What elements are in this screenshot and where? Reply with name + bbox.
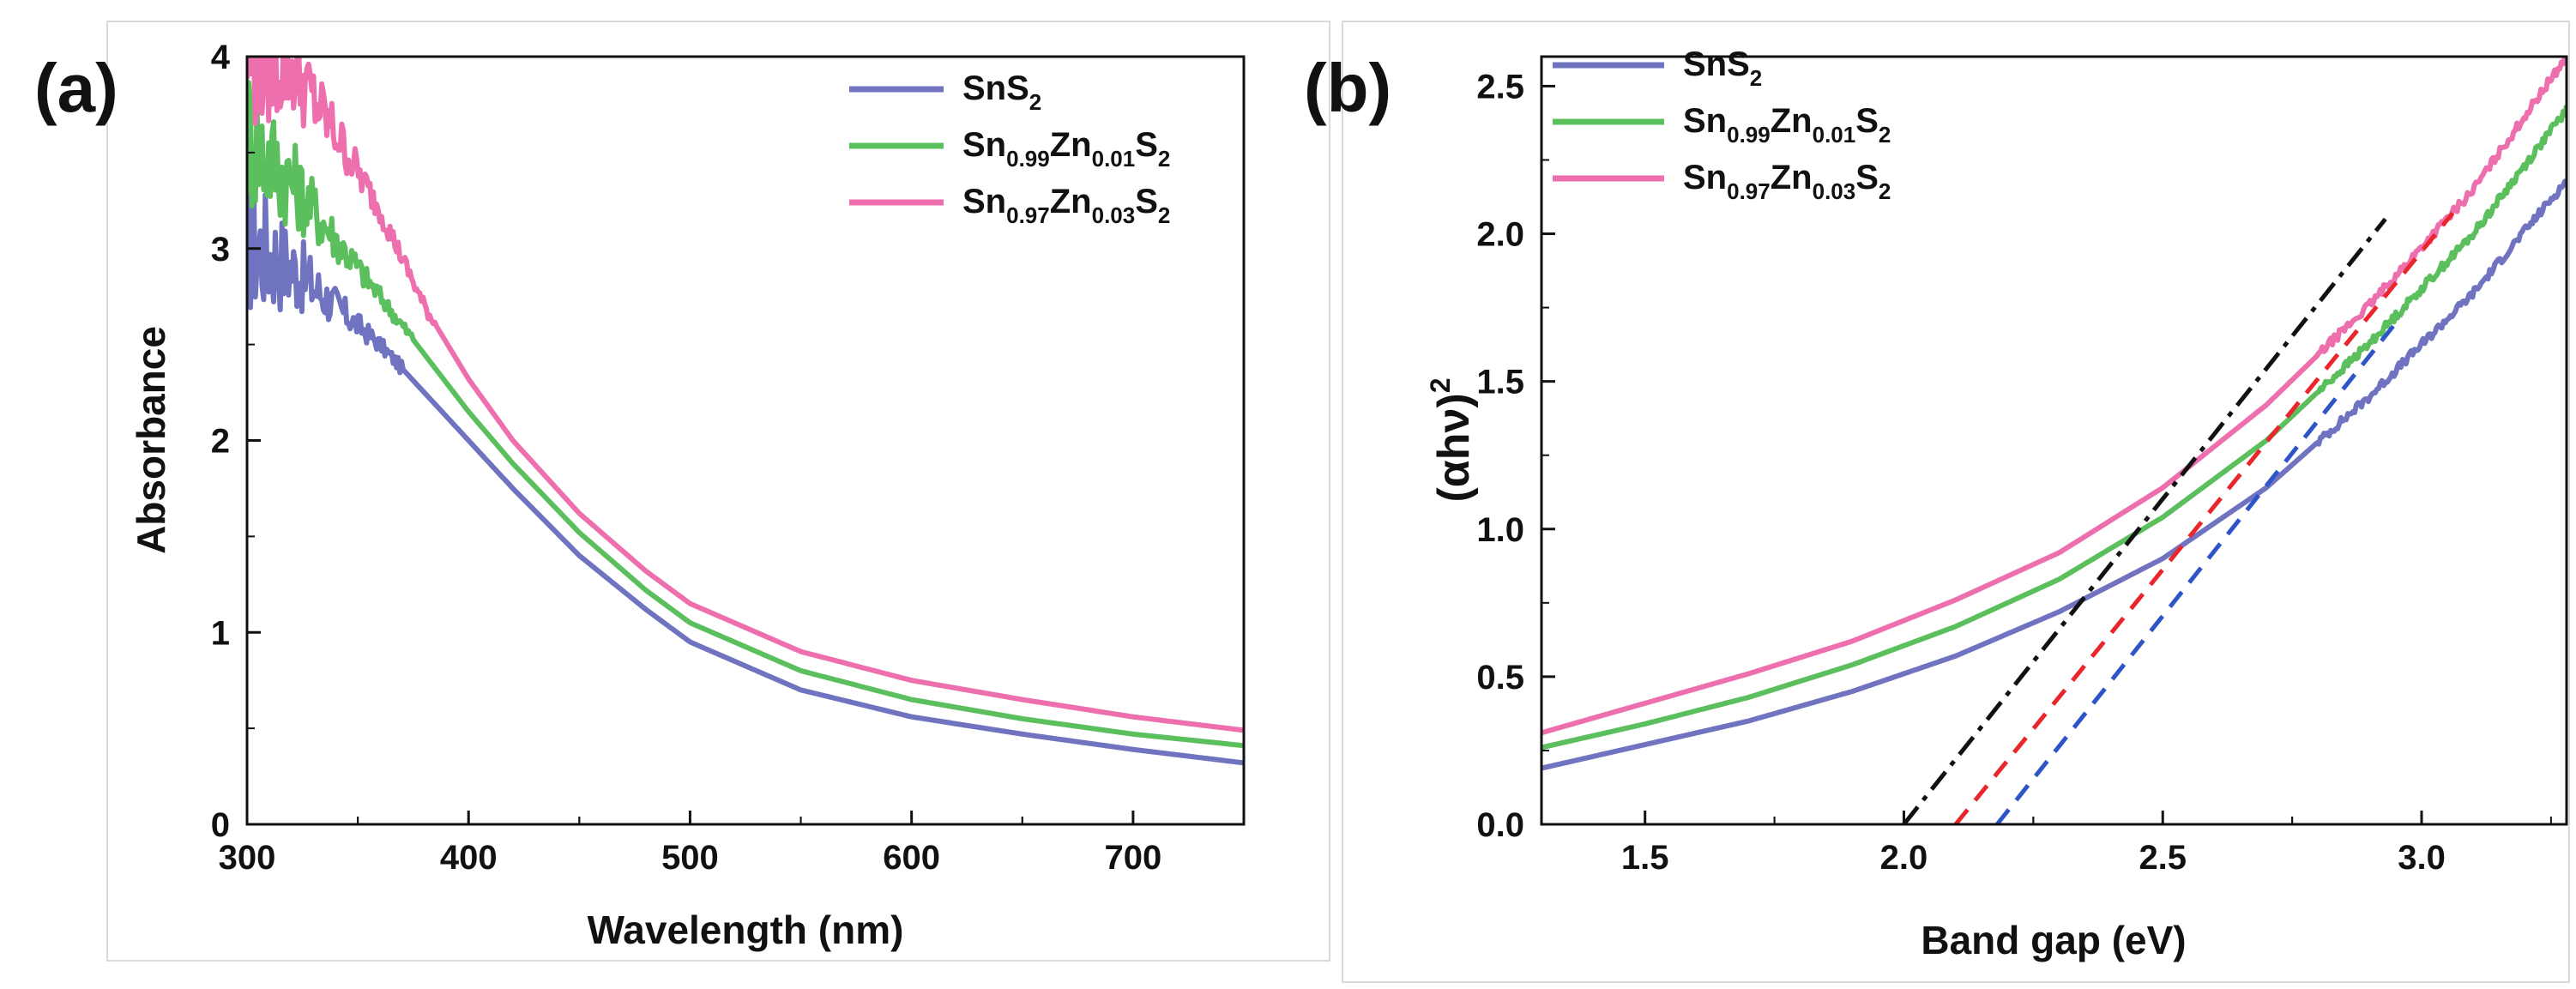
chart-b-series-1 bbox=[1541, 178, 2567, 771]
chart-a-legend-label-3: Sn0.97Zn0.03S2 bbox=[962, 183, 1170, 228]
chart-a-x-tick-label: 400 bbox=[440, 839, 498, 877]
chart-a: 300 400 500 600 700 0 1 2 3 4 Wavelength (nm) Abs… bbox=[129, 39, 1246, 952]
chart-b-y-tick-label: 1.5 bbox=[1476, 364, 1524, 401]
chart-a-y-tick-label: 1 bbox=[211, 614, 230, 652]
chart-b-plot-frame bbox=[1540, 55, 2568, 826]
chart-b-ylabel: (αhν)2 bbox=[1425, 377, 1479, 502]
chart-a-x-tick-label: 700 bbox=[1105, 839, 1162, 877]
chart-b: 1.5 2.0 2.5 3.0 0.0 0.5 1.0 1.5 2.0 2.5 Band gap … bbox=[1425, 45, 2568, 962]
chart-b-ylabel-base: (αhν) bbox=[1429, 393, 1479, 502]
chart-a-xlabel: Wavelength (nm) bbox=[588, 908, 904, 952]
chart-b-x-tick-label: 1.5 bbox=[1621, 839, 1669, 877]
chart-b-x-tick-label: 3.0 bbox=[2398, 839, 2446, 877]
chart-a-legend: SnS2 Sn0.99Zn0.01S2 Sn0.97Zn0.03S2 bbox=[849, 69, 1170, 228]
panel-a-frame bbox=[106, 21, 1330, 962]
chart-b-series-layer bbox=[1541, 57, 2567, 826]
chart-b-y-tick-label: 2.5 bbox=[1476, 68, 1524, 106]
chart-a-ticks-layer: 300 400 500 600 700 0 1 2 3 4 bbox=[211, 39, 1162, 877]
chart-b-y-tick-label: 0.5 bbox=[1476, 659, 1524, 697]
chart-b-fit-line-1 bbox=[1902, 217, 2387, 826]
chart-b-series-3 bbox=[1541, 57, 2567, 736]
chart-b-legend-label-1: SnS2 bbox=[1683, 45, 1762, 91]
chart-a-y-tick-label: 2 bbox=[211, 423, 230, 461]
chart-b-series-2 bbox=[1541, 105, 2567, 751]
chart-a-series-layer bbox=[247, 57, 1244, 766]
chart-b-ylabel-superscript: 2 bbox=[1425, 377, 1456, 393]
chart-a-x-tick-label: 300 bbox=[219, 839, 276, 877]
chart-b-fit-line-3 bbox=[1995, 315, 2403, 826]
chart-b-x-tick-label: 2.0 bbox=[1880, 839, 1928, 877]
panel-b-label: (b) bbox=[1304, 50, 1391, 126]
chart-a-series-1 bbox=[247, 171, 1244, 766]
chart-a-x-tick-label: 600 bbox=[883, 839, 940, 877]
chart-a-y-tick-label: 4 bbox=[211, 39, 231, 76]
chart-b-x-tick-label: 2.5 bbox=[2139, 839, 2187, 877]
chart-b-y-tick-label: 0.0 bbox=[1476, 806, 1524, 844]
chart-a-series-3 bbox=[247, 57, 1244, 733]
chart-b-y-tick-label: 1.0 bbox=[1476, 511, 1524, 549]
panel-b-frame bbox=[1342, 21, 2570, 983]
chart-a-series-2 bbox=[247, 80, 1244, 749]
chart-a-y-tick-label: 0 bbox=[211, 806, 230, 844]
chart-a-y-tick-label: 3 bbox=[211, 231, 230, 268]
chart-b-legend-label-2: Sn0.99Zn0.01S2 bbox=[1683, 102, 1891, 148]
chart-a-ylabel: Absorbance bbox=[129, 326, 173, 554]
chart-b-ticks-layer: 1.5 2.0 2.5 3.0 0.0 0.5 1.0 1.5 2.0 2.5 bbox=[1476, 68, 2552, 877]
chart-b-xlabel: Band gap (eV) bbox=[1921, 918, 2186, 962]
chart-b-legend-label-3: Sn0.97Zn0.03S2 bbox=[1683, 159, 1891, 204]
chart-b-y-tick-label: 2.0 bbox=[1476, 216, 1524, 254]
chart-a-x-tick-label: 500 bbox=[661, 839, 719, 877]
chart-a-legend-label-2: Sn0.99Zn0.01S2 bbox=[962, 126, 1170, 172]
chart-b-fit-line-2 bbox=[1953, 211, 2455, 826]
chart-a-legend-label-1: SnS2 bbox=[962, 69, 1041, 115]
panel-a-label: (a) bbox=[34, 50, 118, 126]
chart-b-legend: SnS2 Sn0.99Zn0.01S2 Sn0.97Zn0.03S2 bbox=[1553, 45, 1891, 204]
